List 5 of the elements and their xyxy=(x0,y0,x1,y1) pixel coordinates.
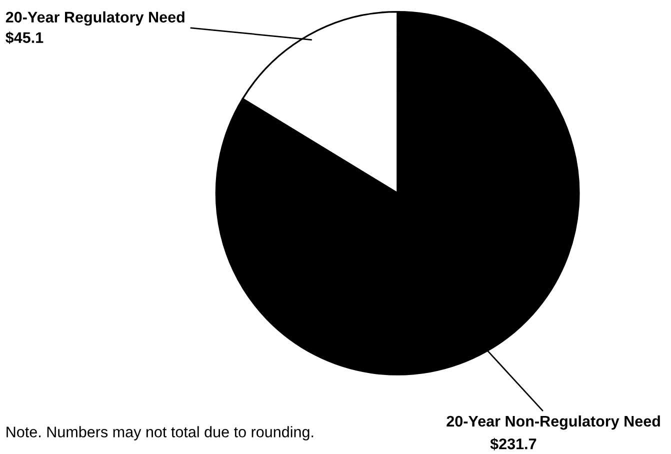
data-label: $231.7 xyxy=(490,438,536,450)
slice-label: 20-Year Non-Regulatory Need xyxy=(446,415,660,430)
text: Note. Numbers may not total due to rounding. xyxy=(6,426,314,440)
slice-label: 20-Year Regulatory Need xyxy=(6,11,184,26)
data-label: $45.1 xyxy=(6,32,44,44)
